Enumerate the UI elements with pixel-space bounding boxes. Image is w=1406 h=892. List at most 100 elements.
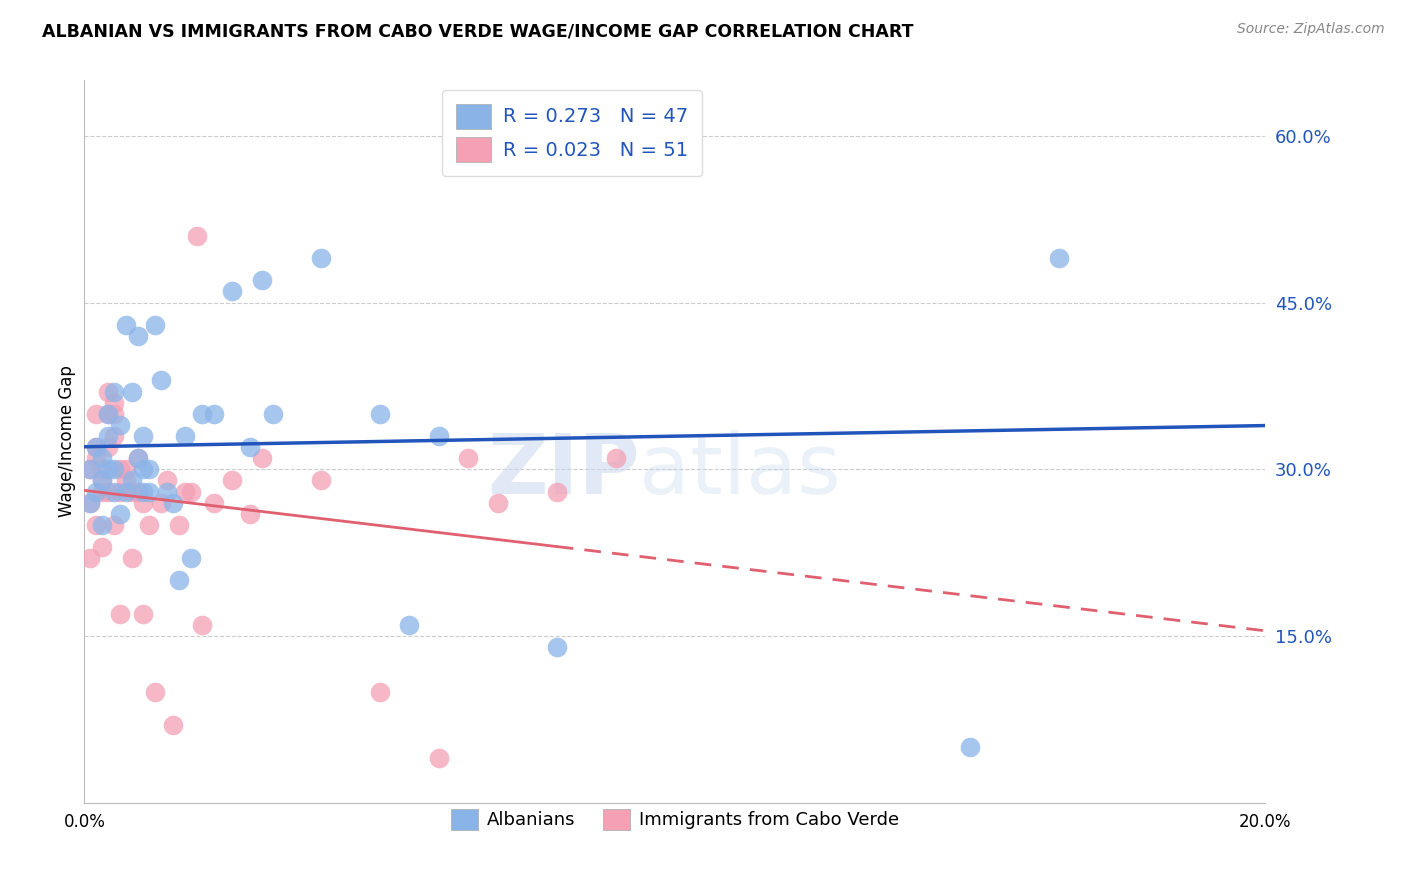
Point bbox=[167, 517, 190, 532]
Point bbox=[79, 462, 101, 476]
Point bbox=[103, 484, 125, 499]
Point bbox=[91, 484, 114, 499]
Point bbox=[143, 318, 166, 332]
Point bbox=[221, 474, 243, 488]
Point bbox=[132, 496, 155, 510]
Point bbox=[103, 517, 125, 532]
Point bbox=[309, 474, 332, 488]
Point bbox=[91, 474, 114, 488]
Point bbox=[121, 484, 143, 499]
Text: atlas: atlas bbox=[640, 430, 841, 511]
Point bbox=[167, 574, 190, 588]
Point bbox=[138, 484, 160, 499]
Point bbox=[127, 329, 149, 343]
Point bbox=[132, 607, 155, 621]
Point bbox=[84, 440, 107, 454]
Point bbox=[309, 251, 332, 265]
Y-axis label: Wage/Income Gap: Wage/Income Gap bbox=[58, 366, 76, 517]
Point bbox=[368, 684, 391, 698]
Point bbox=[114, 462, 136, 476]
Point bbox=[664, 128, 686, 143]
Point bbox=[239, 440, 262, 454]
Point bbox=[150, 496, 173, 510]
Point bbox=[605, 451, 627, 466]
Point bbox=[546, 640, 568, 655]
Point bbox=[108, 507, 131, 521]
Point bbox=[97, 407, 120, 421]
Point bbox=[127, 451, 149, 466]
Point bbox=[427, 751, 450, 765]
Point bbox=[959, 740, 981, 755]
Point bbox=[114, 474, 136, 488]
Point bbox=[97, 384, 120, 399]
Point bbox=[486, 496, 509, 510]
Point bbox=[546, 484, 568, 499]
Point bbox=[103, 395, 125, 409]
Point bbox=[114, 484, 136, 499]
Point bbox=[180, 484, 202, 499]
Point bbox=[97, 429, 120, 443]
Point bbox=[180, 551, 202, 566]
Point bbox=[191, 407, 214, 421]
Point bbox=[221, 285, 243, 299]
Point bbox=[108, 417, 131, 432]
Point bbox=[127, 451, 149, 466]
Point bbox=[202, 407, 225, 421]
Point bbox=[239, 507, 262, 521]
Point bbox=[368, 407, 391, 421]
Point bbox=[108, 607, 131, 621]
Point bbox=[91, 474, 114, 488]
Point bbox=[79, 462, 101, 476]
Text: ALBANIAN VS IMMIGRANTS FROM CABO VERDE WAGE/INCOME GAP CORRELATION CHART: ALBANIAN VS IMMIGRANTS FROM CABO VERDE W… bbox=[42, 22, 914, 40]
Point bbox=[250, 273, 273, 287]
Point bbox=[79, 496, 101, 510]
Point bbox=[103, 462, 125, 476]
Point bbox=[103, 384, 125, 399]
Point bbox=[132, 462, 155, 476]
Point bbox=[91, 517, 114, 532]
Point bbox=[79, 496, 101, 510]
Point bbox=[150, 373, 173, 387]
Point bbox=[262, 407, 284, 421]
Point bbox=[156, 484, 179, 499]
Point bbox=[127, 484, 149, 499]
Point bbox=[108, 484, 131, 499]
Point bbox=[173, 484, 195, 499]
Point bbox=[132, 484, 155, 499]
Point bbox=[84, 451, 107, 466]
Point bbox=[132, 429, 155, 443]
Legend: Albanians, Immigrants from Cabo Verde: Albanians, Immigrants from Cabo Verde bbox=[444, 802, 905, 837]
Point bbox=[138, 517, 160, 532]
Point bbox=[103, 407, 125, 421]
Point bbox=[156, 474, 179, 488]
Point bbox=[250, 451, 273, 466]
Point bbox=[191, 618, 214, 632]
Point bbox=[162, 718, 184, 732]
Point bbox=[1047, 251, 1070, 265]
Text: ZIP: ZIP bbox=[486, 430, 640, 511]
Point bbox=[97, 462, 120, 476]
Point bbox=[84, 517, 107, 532]
Text: Source: ZipAtlas.com: Source: ZipAtlas.com bbox=[1237, 22, 1385, 37]
Point bbox=[162, 496, 184, 510]
Point bbox=[97, 407, 120, 421]
Point bbox=[427, 429, 450, 443]
Point bbox=[121, 474, 143, 488]
Point bbox=[91, 540, 114, 554]
Point bbox=[91, 462, 114, 476]
Point bbox=[173, 429, 195, 443]
Point bbox=[398, 618, 420, 632]
Point bbox=[108, 462, 131, 476]
Point bbox=[457, 451, 479, 466]
Point bbox=[84, 484, 107, 499]
Point bbox=[97, 484, 120, 499]
Point bbox=[103, 429, 125, 443]
Point bbox=[84, 440, 107, 454]
Point bbox=[79, 551, 101, 566]
Point bbox=[138, 462, 160, 476]
Point bbox=[202, 496, 225, 510]
Point bbox=[186, 228, 208, 243]
Point bbox=[97, 440, 120, 454]
Point bbox=[121, 551, 143, 566]
Point bbox=[114, 318, 136, 332]
